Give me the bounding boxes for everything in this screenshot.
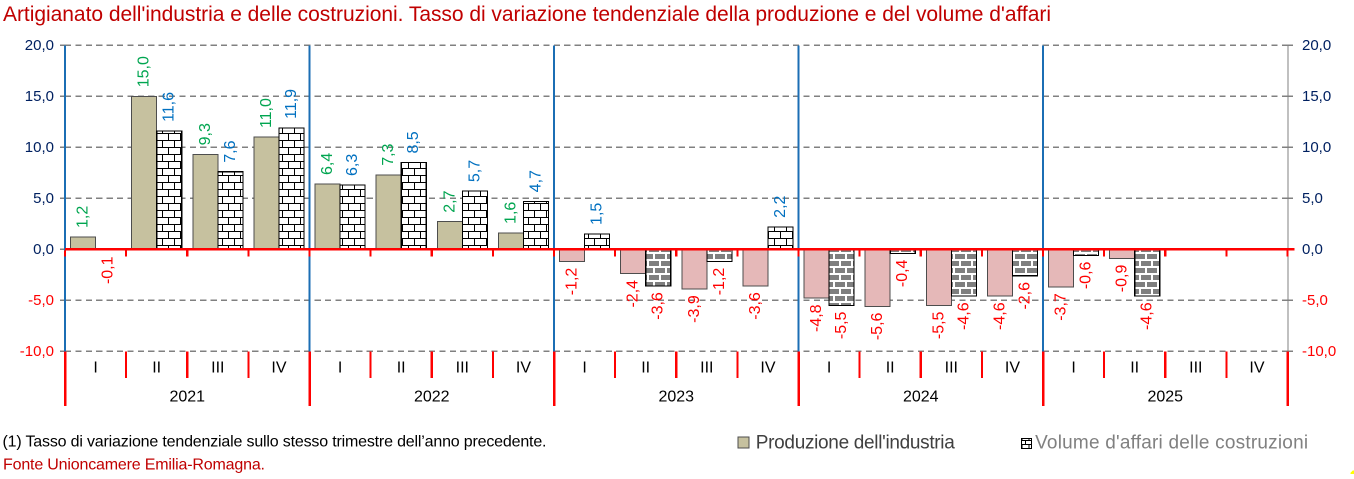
- svg-text:2021: 2021: [169, 389, 205, 406]
- svg-text:1,5: 1,5: [589, 203, 606, 225]
- svg-text:15,0: 15,0: [1302, 88, 1331, 105]
- svg-text:-0,1: -0,1: [100, 256, 117, 284]
- svg-text:5,0: 5,0: [1302, 190, 1323, 207]
- svg-text:-0,6: -0,6: [1078, 261, 1095, 289]
- svg-text:II: II: [641, 360, 650, 377]
- svg-text:15,0: 15,0: [136, 56, 153, 87]
- svg-text:IV: IV: [516, 360, 531, 377]
- svg-text:-4,6: -4,6: [991, 302, 1008, 330]
- svg-text:8,5: 8,5: [405, 131, 422, 153]
- svg-text:20,0: 20,0: [25, 37, 54, 54]
- svg-text:2024: 2024: [903, 389, 939, 406]
- svg-text:-0,4: -0,4: [894, 259, 911, 287]
- svg-text:I: I: [338, 360, 342, 377]
- svg-text:IV: IV: [1005, 360, 1020, 377]
- svg-text:10,0: 10,0: [1302, 139, 1331, 156]
- svg-text:-5,0: -5,0: [28, 292, 54, 309]
- svg-text:5,0: 5,0: [33, 190, 54, 207]
- svg-text:-3,6: -3,6: [650, 292, 667, 320]
- svg-text:III: III: [700, 360, 713, 377]
- svg-text:0,0: 0,0: [1302, 241, 1323, 258]
- svg-text:II: II: [397, 360, 406, 377]
- svg-text:III: III: [456, 360, 469, 377]
- svg-text:10,0: 10,0: [25, 139, 54, 156]
- svg-text:-3,7: -3,7: [1053, 293, 1070, 321]
- svg-text:-10,0: -10,0: [20, 343, 54, 360]
- svg-text:I: I: [827, 360, 831, 377]
- svg-text:2,7: 2,7: [441, 190, 458, 212]
- svg-text:Fonte Unioncamere Emilia-Romag: Fonte Unioncamere Emilia-Romagna.: [3, 457, 265, 474]
- svg-text:-2,6: -2,6: [1016, 282, 1033, 310]
- svg-text:2025: 2025: [1147, 389, 1183, 406]
- svg-text:II: II: [152, 360, 161, 377]
- svg-text:-5,5: -5,5: [930, 311, 947, 339]
- svg-text:20,0: 20,0: [1302, 37, 1331, 54]
- svg-text:(1) Tasso di variazione tenden: (1) Tasso di variazione tendenziale sull…: [3, 434, 547, 451]
- svg-text:-0,9: -0,9: [1114, 265, 1131, 293]
- svg-text:III: III: [1189, 360, 1202, 377]
- svg-text:7,3: 7,3: [380, 143, 397, 165]
- svg-text:11,0: 11,0: [258, 98, 275, 128]
- svg-text:I: I: [1071, 360, 1075, 377]
- svg-text:1,6: 1,6: [502, 202, 519, 224]
- svg-text:2,2: 2,2: [772, 195, 789, 217]
- svg-text:-5,5: -5,5: [833, 311, 850, 339]
- svg-text:-2,4: -2,4: [625, 280, 642, 308]
- svg-text:-5,6: -5,6: [869, 312, 886, 340]
- svg-text:Produzione dell'industria: Produzione dell'industria: [756, 432, 955, 453]
- svg-text:-1,2: -1,2: [711, 268, 728, 296]
- svg-text:9,3: 9,3: [197, 123, 214, 145]
- svg-text:2022: 2022: [414, 389, 450, 406]
- svg-text:1,2: 1,2: [75, 206, 92, 228]
- svg-text:-10,0: -10,0: [1302, 343, 1336, 360]
- svg-text:-5,0: -5,0: [1302, 292, 1328, 309]
- svg-text:II: II: [886, 360, 895, 377]
- svg-text:6,4: 6,4: [319, 153, 336, 175]
- svg-text:III: III: [945, 360, 958, 377]
- svg-text:-3,9: -3,9: [686, 295, 703, 323]
- svg-text:15,0: 15,0: [25, 88, 54, 105]
- svg-text:4,7: 4,7: [527, 170, 544, 192]
- svg-text:-4,6: -4,6: [1139, 302, 1156, 330]
- svg-text:II: II: [1130, 360, 1139, 377]
- svg-text:-4,6: -4,6: [955, 302, 972, 330]
- svg-text:-4,8: -4,8: [808, 304, 825, 332]
- svg-text:11,6: 11,6: [161, 92, 178, 122]
- svg-text:0,0: 0,0: [33, 241, 54, 258]
- svg-text:I: I: [582, 360, 586, 377]
- svg-text:6,3: 6,3: [344, 154, 361, 176]
- svg-text:-3,6: -3,6: [747, 292, 764, 320]
- svg-text:IV: IV: [1249, 360, 1264, 377]
- svg-text:5,7: 5,7: [466, 160, 483, 182]
- svg-text:2023: 2023: [658, 389, 694, 406]
- svg-text:IV: IV: [760, 360, 775, 377]
- svg-text:7,6: 7,6: [222, 140, 239, 162]
- svg-text:III: III: [211, 360, 224, 377]
- svg-text:11,9: 11,9: [283, 89, 300, 119]
- svg-text:Artigianato dell'industria e d: Artigianato dell'industria e delle costr…: [3, 3, 1051, 26]
- svg-text:-1,2: -1,2: [564, 268, 581, 296]
- svg-text:Volume d'affari delle costruzi: Volume d'affari delle costruzioni: [1035, 432, 1308, 453]
- svg-text:I: I: [93, 360, 97, 377]
- svg-text:IV: IV: [271, 360, 286, 377]
